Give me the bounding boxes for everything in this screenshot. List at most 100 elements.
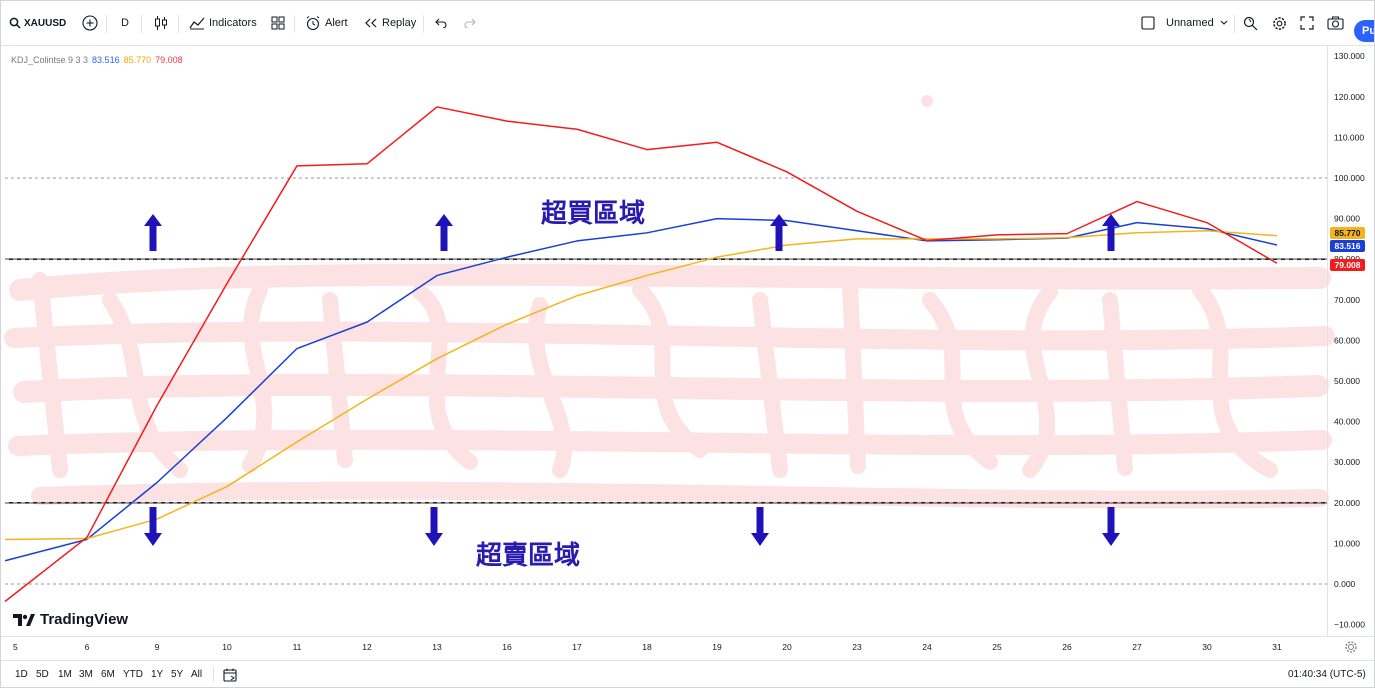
down-arrow <box>751 507 769 546</box>
up-arrow <box>1102 214 1120 251</box>
alert-icon <box>306 16 320 31</box>
down-arrow-head <box>1102 533 1120 546</box>
x-tick-label: 10 <box>222 642 232 652</box>
y-tick-label: 110.000 <box>1334 132 1364 142</box>
toolbar-divider <box>423 15 424 33</box>
symbol-label: XAUUSD <box>24 17 67 29</box>
series-line-j <box>4 106 1278 603</box>
templates-icon <box>271 16 285 30</box>
indicator-name: KDJ_Colintse 9 3 3 <box>11 55 89 65</box>
up-arrow-shaft <box>1107 224 1115 251</box>
x-tick-label: 23 <box>852 642 862 652</box>
calendar-range-icon <box>223 668 237 682</box>
range-6m[interactable]: 6M <box>101 661 115 688</box>
interval-button[interactable]: D <box>121 0 129 46</box>
down-arrow-shaft <box>430 507 438 534</box>
toolbar-divider <box>294 15 295 33</box>
up-arrow-head <box>770 214 788 226</box>
range-label: All <box>191 669 203 680</box>
range-label: 5Y <box>171 669 184 680</box>
symbol-search[interactable]: XAUUSD <box>9 0 66 46</box>
down-arrow <box>144 507 162 546</box>
settings-button[interactable] <box>1272 0 1287 46</box>
settings-gear-icon[interactable] <box>1345 641 1357 653</box>
up-arrow-head <box>1102 214 1120 226</box>
up-arrow-head <box>144 214 162 226</box>
range-1d[interactable]: 1D <box>15 661 28 688</box>
redo-button[interactable] <box>464 0 476 46</box>
date-range-button[interactable] <box>223 661 238 688</box>
range-all[interactable]: All <box>191 661 202 688</box>
kdj-chart[interactable]: 130.000120.000110.000100.00090.00080.000… <box>0 46 1375 660</box>
toolbar-divider <box>141 15 142 33</box>
oversold-label: 超賣區域 <box>476 541 580 571</box>
range-1m[interactable]: 1M <box>58 661 72 688</box>
range-label: YTD <box>123 669 143 680</box>
y-tick-label: 130.000 <box>1334 51 1365 61</box>
up-arrow <box>144 214 162 251</box>
replay-button[interactable]: Replay <box>364 0 416 46</box>
fullscreen-button[interactable] <box>1300 0 1314 46</box>
snapshot-button[interactable] <box>1327 0 1344 46</box>
range-label: 1D <box>15 669 28 680</box>
range-5d[interactable]: 5D <box>36 661 49 688</box>
x-tick-label: 16 <box>502 642 512 652</box>
up-arrow-head <box>435 214 453 226</box>
indicators-label: Indicators <box>209 17 257 29</box>
templates-button[interactable] <box>271 0 285 46</box>
signal-arrows <box>144 214 1120 546</box>
x-tick-label: 9 <box>155 642 160 652</box>
search-icon <box>9 17 21 29</box>
tradingview-logo[interactable]: TradingView <box>13 611 128 628</box>
down-arrow-shaft <box>1107 507 1115 534</box>
add-symbol-button[interactable] <box>82 0 98 46</box>
up-arrow <box>435 214 453 251</box>
x-tick-label: 6 <box>85 642 90 652</box>
publish-button[interactable]: Pu <box>1354 20 1375 42</box>
undo-button[interactable] <box>435 0 447 46</box>
up-arrow-shaft <box>149 224 157 251</box>
quick-search-icon <box>1243 16 1258 30</box>
x-tick-label: 26 <box>1062 642 1072 652</box>
layout-button[interactable]: Unnamed <box>1141 0 1228 46</box>
y-tick-label: 90.000 <box>1334 214 1360 224</box>
range-ytd[interactable]: YTD <box>123 661 143 688</box>
interval-label: D <box>121 17 129 29</box>
y-tick-label: −10.000 <box>1334 620 1365 630</box>
toolbar-divider <box>178 15 179 33</box>
x-tick-label: 25 <box>992 642 1002 652</box>
x-tick-label: 20 <box>782 642 792 652</box>
down-arrow <box>1102 507 1120 546</box>
range-label: 6M <box>101 669 115 680</box>
range-3m[interactable]: 3M <box>79 661 93 688</box>
range-5y[interactable]: 5Y <box>171 661 183 688</box>
x-tick-label: 17 <box>572 642 582 652</box>
series-lines <box>4 106 1278 603</box>
chart-type-button[interactable] <box>154 0 168 46</box>
down-arrow <box>425 507 443 546</box>
settings-icon <box>1273 16 1286 30</box>
quick-search-button[interactable] <box>1243 0 1258 46</box>
x-tick-label: 19 <box>712 642 722 652</box>
indicator-legend[interactable]: KDJ_Colintse 9 3 3 83.516 85.770 79.008 <box>11 55 183 65</box>
add-symbol-icon <box>82 15 98 31</box>
replay-icon <box>365 18 377 28</box>
range-1y[interactable]: 1Y <box>151 661 163 688</box>
indicators-icon <box>189 17 205 30</box>
tradingview-icon <box>13 613 35 626</box>
y-tick-label: 0.000 <box>1334 579 1356 589</box>
overbought-label: 超買區域 <box>541 199 645 229</box>
k-value: 83.516 <box>92 55 120 65</box>
up-arrow <box>770 214 788 251</box>
clock-timezone[interactable]: 01:40:34 (UTC-5) <box>1288 661 1366 688</box>
x-tick-label: 12 <box>362 642 372 652</box>
y-tick-label: 120.000 <box>1334 92 1365 102</box>
indicators-button[interactable]: Indicators <box>189 0 257 46</box>
down-arrow-head <box>425 533 443 546</box>
x-tick-label: 5 <box>13 642 18 652</box>
toolbar-divider <box>1234 15 1235 33</box>
redo-icon <box>464 18 476 28</box>
camera-icon <box>1327 16 1344 30</box>
y-tick-label: 40.000 <box>1334 417 1360 427</box>
alert-button[interactable]: Alert <box>305 0 348 46</box>
